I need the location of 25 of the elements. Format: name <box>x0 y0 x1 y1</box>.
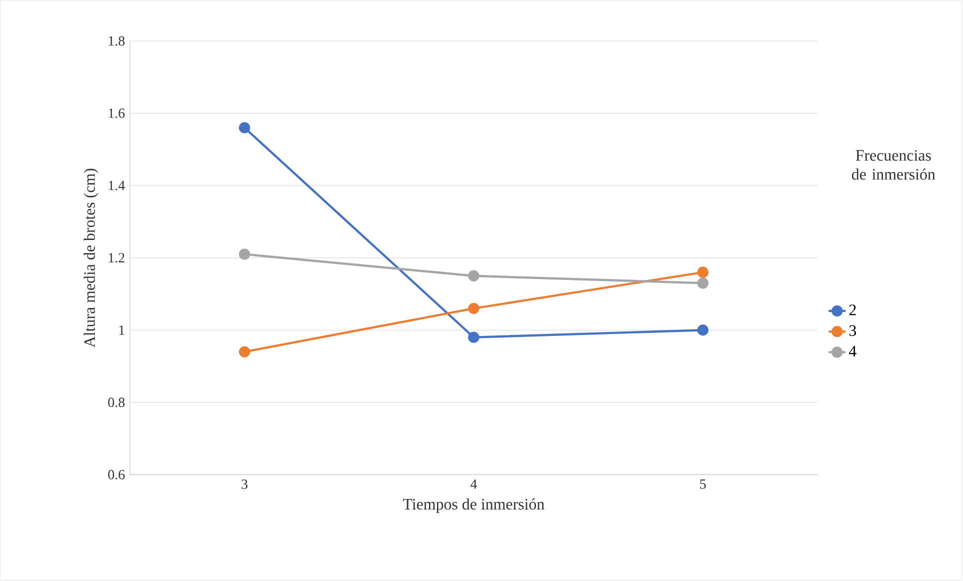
legend-label: 3 <box>849 325 856 336</box>
legend-label: 2 <box>849 304 856 316</box>
y-tick-label: 1.2 <box>108 253 124 263</box>
point <box>468 270 480 282</box>
point <box>468 332 480 344</box>
y-tick-label: 1.8 <box>108 36 125 46</box>
point <box>238 346 250 358</box>
y-tick-label: 0.6 <box>108 470 125 480</box>
x-tick-label: 4 <box>470 480 477 489</box>
y-tick-label: 1.6 <box>108 108 125 118</box>
point <box>468 303 480 314</box>
point <box>238 122 250 134</box>
x-axis-title: Tiempos de inmersión <box>403 498 544 514</box>
y-tick-label: 1.4 <box>108 181 125 190</box>
y-axis-title: Altura media de brotes (cm) <box>84 168 98 348</box>
point <box>697 266 708 278</box>
legend-title: Frecuencias de inmersión <box>852 150 936 180</box>
point <box>697 278 708 289</box>
legend-label: 4 <box>849 346 856 357</box>
y-tick-label: 1 <box>119 326 124 335</box>
x-tick-label: 3 <box>242 480 248 490</box>
y-tick-label: 0.8 <box>108 398 125 408</box>
x-tick-label: 5 <box>700 480 706 489</box>
point <box>697 324 708 336</box>
point <box>238 248 250 260</box>
